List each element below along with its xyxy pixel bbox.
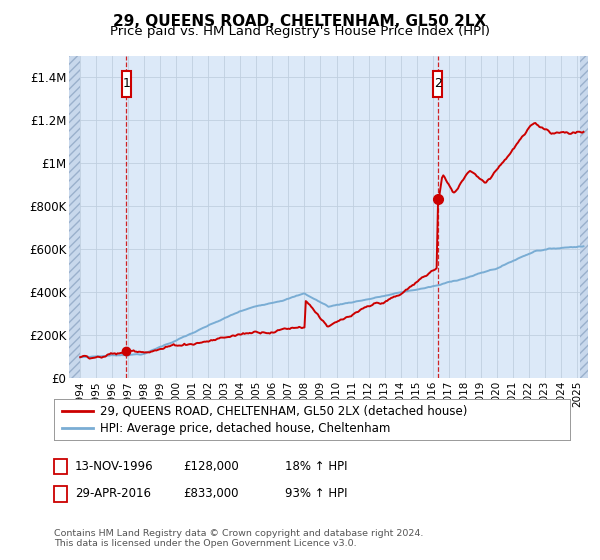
Text: Contains HM Land Registry data © Crown copyright and database right 2024.: Contains HM Land Registry data © Crown c…	[54, 529, 424, 538]
Bar	[69, 56, 80, 378]
Text: 1: 1	[57, 461, 64, 472]
Text: 93% ↑ HPI: 93% ↑ HPI	[285, 487, 347, 501]
Text: 2: 2	[57, 489, 64, 499]
Text: £128,000: £128,000	[183, 460, 239, 473]
Text: Price paid vs. HM Land Registry's House Price Index (HPI): Price paid vs. HM Land Registry's House …	[110, 25, 490, 38]
Text: 1: 1	[122, 77, 130, 90]
Text: This data is licensed under the Open Government Licence v3.0.: This data is licensed under the Open Gov…	[54, 539, 356, 548]
Text: 2: 2	[434, 77, 442, 90]
Text: 29, QUEENS ROAD, CHELTENHAM, GL50 2LX: 29, QUEENS ROAD, CHELTENHAM, GL50 2LX	[113, 14, 487, 29]
Text: £833,000: £833,000	[183, 487, 239, 501]
Text: 29, QUEENS ROAD, CHELTENHAM, GL50 2LX (detached house): 29, QUEENS ROAD, CHELTENHAM, GL50 2LX (d…	[100, 404, 468, 417]
Bar	[69, 56, 80, 378]
Bar	[580, 56, 588, 378]
Text: 29-APR-2016: 29-APR-2016	[75, 487, 151, 501]
Text: HPI: Average price, detached house, Cheltenham: HPI: Average price, detached house, Chel…	[100, 422, 391, 435]
FancyBboxPatch shape	[433, 71, 442, 97]
Text: 13-NOV-1996: 13-NOV-1996	[75, 460, 154, 473]
FancyBboxPatch shape	[122, 71, 131, 97]
Bar	[580, 56, 588, 378]
Text: 18% ↑ HPI: 18% ↑ HPI	[285, 460, 347, 473]
